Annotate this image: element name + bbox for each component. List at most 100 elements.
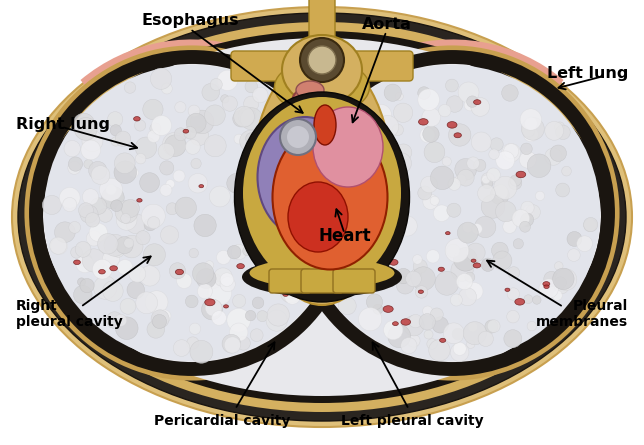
- Circle shape: [117, 259, 133, 275]
- Circle shape: [392, 124, 404, 136]
- Circle shape: [422, 108, 440, 127]
- Circle shape: [106, 184, 117, 195]
- Text: Pleural
membranes: Pleural membranes: [536, 299, 628, 329]
- Circle shape: [166, 180, 175, 188]
- Circle shape: [371, 105, 392, 125]
- Circle shape: [430, 166, 454, 190]
- Circle shape: [513, 239, 524, 249]
- Circle shape: [335, 282, 349, 297]
- Circle shape: [202, 84, 220, 101]
- Circle shape: [276, 281, 290, 294]
- Circle shape: [526, 205, 540, 219]
- Circle shape: [503, 220, 516, 233]
- Circle shape: [305, 193, 320, 207]
- Circle shape: [158, 310, 171, 323]
- Circle shape: [336, 258, 357, 280]
- Circle shape: [185, 140, 200, 154]
- Circle shape: [175, 101, 186, 113]
- Circle shape: [482, 175, 490, 184]
- Circle shape: [544, 271, 559, 287]
- Circle shape: [361, 107, 373, 118]
- Ellipse shape: [340, 149, 349, 155]
- Circle shape: [296, 149, 317, 170]
- Circle shape: [373, 304, 383, 314]
- Ellipse shape: [43, 38, 601, 396]
- Circle shape: [462, 222, 473, 233]
- Circle shape: [194, 214, 216, 237]
- Circle shape: [519, 151, 536, 168]
- Circle shape: [429, 340, 450, 361]
- Circle shape: [491, 242, 508, 259]
- Circle shape: [527, 154, 551, 178]
- Circle shape: [446, 79, 459, 92]
- Circle shape: [422, 126, 439, 142]
- Circle shape: [423, 194, 438, 210]
- Ellipse shape: [73, 260, 80, 265]
- Circle shape: [240, 130, 261, 152]
- Circle shape: [539, 279, 558, 298]
- Circle shape: [554, 279, 569, 294]
- Ellipse shape: [283, 293, 289, 296]
- Circle shape: [116, 210, 137, 230]
- Circle shape: [135, 154, 146, 164]
- Circle shape: [345, 103, 367, 125]
- Circle shape: [550, 145, 567, 162]
- Circle shape: [298, 174, 316, 192]
- Circle shape: [468, 322, 478, 332]
- Circle shape: [160, 161, 174, 175]
- Circle shape: [191, 158, 201, 169]
- Circle shape: [227, 308, 251, 332]
- Circle shape: [231, 244, 247, 260]
- Circle shape: [146, 291, 168, 313]
- Circle shape: [241, 154, 263, 177]
- Ellipse shape: [256, 182, 261, 186]
- Circle shape: [448, 124, 471, 146]
- Circle shape: [191, 110, 214, 134]
- Circle shape: [271, 146, 290, 165]
- Circle shape: [108, 112, 123, 127]
- Circle shape: [395, 268, 411, 284]
- Circle shape: [435, 271, 459, 295]
- Circle shape: [150, 123, 161, 134]
- Circle shape: [439, 105, 451, 117]
- Circle shape: [448, 178, 460, 190]
- Circle shape: [424, 330, 433, 339]
- Ellipse shape: [243, 97, 401, 289]
- Circle shape: [374, 154, 397, 176]
- Circle shape: [465, 272, 475, 282]
- Ellipse shape: [274, 60, 370, 114]
- Circle shape: [426, 250, 440, 263]
- Circle shape: [397, 216, 417, 236]
- Circle shape: [371, 195, 383, 207]
- Circle shape: [252, 87, 268, 103]
- Circle shape: [452, 328, 464, 340]
- Circle shape: [308, 179, 326, 197]
- Circle shape: [82, 131, 103, 152]
- Circle shape: [488, 320, 500, 332]
- Circle shape: [135, 120, 146, 131]
- Circle shape: [81, 140, 100, 160]
- Circle shape: [222, 96, 238, 111]
- Circle shape: [317, 142, 341, 166]
- Circle shape: [284, 225, 306, 248]
- Circle shape: [55, 222, 75, 243]
- Ellipse shape: [234, 92, 410, 302]
- Circle shape: [300, 38, 344, 82]
- Circle shape: [338, 297, 356, 315]
- Circle shape: [189, 248, 198, 258]
- Circle shape: [79, 203, 93, 218]
- Circle shape: [98, 234, 118, 254]
- Circle shape: [352, 263, 365, 276]
- Circle shape: [187, 337, 199, 349]
- Ellipse shape: [314, 105, 336, 145]
- Circle shape: [50, 237, 67, 254]
- Circle shape: [158, 143, 175, 159]
- Circle shape: [495, 201, 516, 222]
- Circle shape: [227, 245, 241, 259]
- Circle shape: [382, 161, 391, 170]
- Circle shape: [352, 226, 370, 244]
- Circle shape: [197, 284, 213, 299]
- Text: Right
pleural cavity: Right pleural cavity: [16, 299, 123, 329]
- Circle shape: [229, 323, 248, 341]
- Circle shape: [283, 129, 291, 137]
